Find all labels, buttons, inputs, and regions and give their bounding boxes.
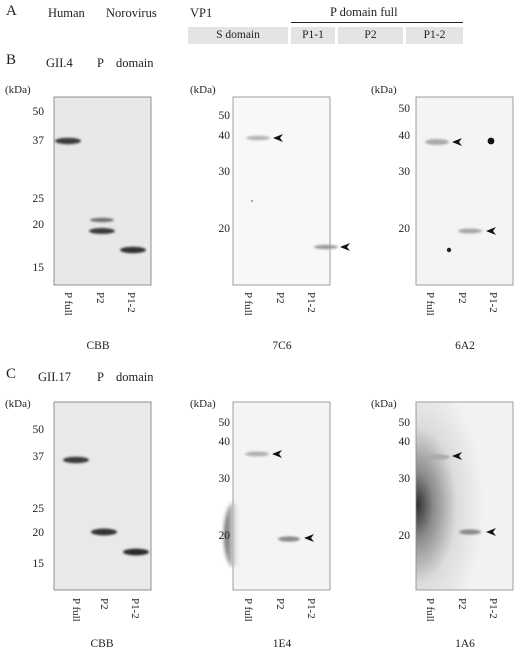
word-human: Human (48, 6, 85, 20)
c-cbb-marker-50: 50 (32, 424, 45, 436)
panel-b-domain-word: domain (116, 56, 154, 70)
b-6a2-marker-50: 50 (398, 103, 411, 115)
c-1a6-caption: 1A6 (455, 638, 475, 650)
b-cbb-marker-20: 20 (32, 219, 45, 231)
c-cbb-marker-15: 15 (32, 558, 45, 570)
gel-c-cbb (53, 401, 152, 591)
b-cbb-marker-50: 50 (32, 106, 45, 118)
arrowhead-c-1a6-p2 (486, 528, 496, 536)
gel-b-6a2 (415, 96, 514, 286)
segment-s-domain: S domain (188, 27, 288, 44)
b-6a2-kda: (kDa) (371, 84, 397, 96)
c-cbb-marker-25: 25 (32, 503, 45, 515)
c-1e4-marker-30: 30 (218, 473, 231, 485)
panel-b-genotype: GII.4 (46, 56, 73, 70)
b-7c6-marker-50: 50 (218, 110, 231, 122)
b-cbb-marker-15: 15 (32, 262, 45, 274)
c-cbb-caption: CBB (90, 638, 114, 650)
c-1a6-lane-p2: P2 (456, 598, 468, 610)
arrowhead-c-1a6-pfull (452, 452, 462, 460)
b-6a2-lane-p2: P2 (456, 292, 468, 304)
b-cbb-kda: (kDa) (5, 84, 31, 96)
c-cbb-lane-p12: P1-2 (129, 598, 141, 619)
c-cbb-kda: (kDa) (5, 398, 31, 410)
panel-a-letter: A (6, 3, 17, 19)
b-7c6-marker-40: 40 (218, 130, 231, 142)
panel-c-genotype: GII.17 (38, 370, 71, 384)
b-7c6-marker-20: 20 (218, 223, 231, 235)
arrowhead-b-7c6-p12 (340, 243, 350, 251)
b-7c6-caption: 7C6 (272, 340, 292, 352)
c-1e4-lane-p2: P2 (274, 598, 286, 610)
b-6a2-marker-40: 40 (398, 130, 411, 142)
c-1e4-caption: 1E4 (272, 638, 292, 650)
arrowhead-c-1e4-pfull (272, 450, 282, 458)
c-1a6-lane-p12: P1-2 (487, 598, 499, 619)
c-1a6-marker-20: 20 (398, 530, 411, 542)
p-domain-full-label: P domain full (330, 5, 398, 19)
c-1e4-lane-pfull: P full (242, 598, 254, 622)
c-1a6-marker-40: 40 (398, 436, 411, 448)
c-1a6-lane-pfull: P full (424, 598, 436, 622)
panel-b-p-word: P (97, 56, 104, 70)
gel-c-1a6 (415, 401, 514, 591)
p-domain-full-bracket (291, 22, 463, 23)
c-1e4-marker-40: 40 (218, 436, 231, 448)
arrowhead-b-7c6-pfull (273, 134, 283, 142)
b-6a2-lane-pfull: P full (424, 292, 436, 316)
c-cbb-lane-pfull: P full (70, 598, 82, 622)
b-cbb-lane-pfull: P full (62, 292, 74, 316)
b-cbb-marker-37: 37 (32, 135, 45, 147)
b-cbb-lane-p12: P1-2 (125, 292, 137, 313)
b-7c6-marker-30: 30 (218, 166, 231, 178)
c-1e4-marker-50: 50 (218, 417, 231, 429)
c-cbb-marker-37: 37 (32, 451, 45, 463)
b-6a2-marker-30: 30 (398, 166, 411, 178)
panel-b-letter: B (6, 52, 17, 68)
c-1e4-marker-20: 20 (218, 530, 231, 542)
b-cbb-caption: CBB (86, 340, 110, 352)
c-1e4-kda: (kDa) (190, 398, 216, 410)
arrowhead-c-1e4-p2 (304, 534, 314, 542)
gel-c-1e4 (224, 401, 331, 591)
b-7c6-lane-pfull: P full (242, 292, 254, 316)
c-cbb-lane-p2: P2 (98, 598, 110, 610)
word-vp1: VP1 (190, 6, 213, 20)
b-cbb-marker-25: 25 (32, 193, 45, 205)
b-cbb-lane-p2: P2 (94, 292, 106, 304)
gel-b-7c6 (232, 96, 350, 286)
panel-c-letter: C (6, 366, 17, 382)
b-7c6-lane-p12: P1-2 (305, 292, 317, 313)
b-6a2-marker-20: 20 (398, 223, 411, 235)
word-norovirus: Norovirus (106, 6, 157, 20)
segment-p1-1: P1-1 (291, 27, 335, 44)
arrowhead-b-6a2-pfull (452, 138, 462, 146)
arrowhead-b-6a2-p2 (486, 227, 496, 235)
segment-p1-2: P1-2 (406, 27, 463, 44)
gel-b-cbb (53, 96, 152, 286)
b-7c6-kda: (kDa) (190, 84, 216, 96)
c-1e4-lane-p12: P1-2 (305, 598, 317, 619)
panel-c-domain-word: domain (116, 370, 154, 384)
b-6a2-caption: 6A2 (455, 340, 475, 352)
segment-p2: P2 (338, 27, 403, 44)
c-cbb-marker-20: 20 (32, 527, 45, 539)
b-6a2-lane-p12: P1-2 (487, 292, 499, 313)
c-1a6-kda: (kDa) (371, 398, 397, 410)
panel-c-p-word: P (97, 370, 104, 384)
c-1a6-marker-50: 50 (398, 417, 411, 429)
b-7c6-lane-p2: P2 (274, 292, 286, 304)
c-1a6-marker-30: 30 (398, 473, 411, 485)
